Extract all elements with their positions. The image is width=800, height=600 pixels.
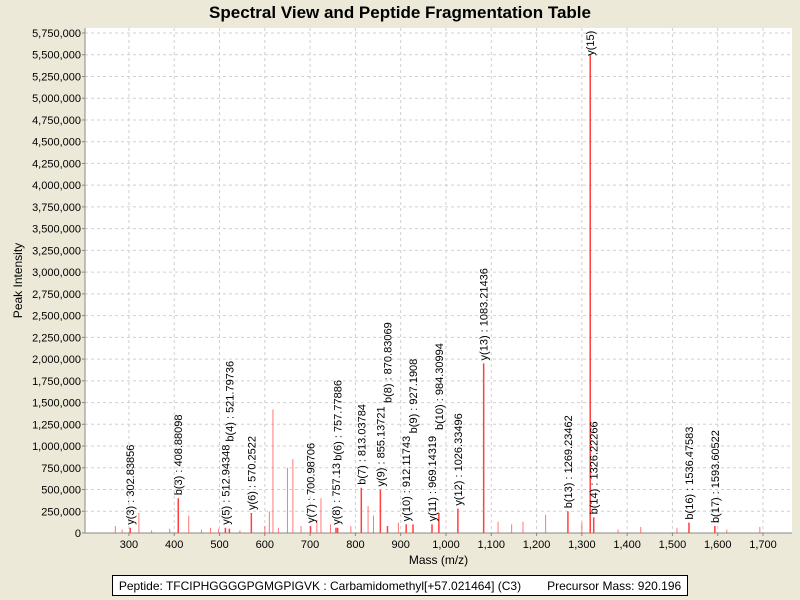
x-tick-label: 1,300 [568, 539, 596, 551]
y-tick-label: 5,500,000 [32, 50, 81, 62]
peak-annotation: b(13) : 1269.23462 [563, 415, 575, 508]
peak-annotation: y(8) : 757.13 [331, 463, 343, 525]
y-axis-label: Peak Intensity [11, 243, 25, 318]
y-tick-label: 500,000 [41, 485, 81, 497]
y-tick-label: 5,000,000 [32, 93, 81, 105]
y-tick-label: 250,000 [41, 506, 81, 518]
peak-annotation: y(15) [585, 31, 597, 56]
peak-annotation: y(12) : 1026.33496 [453, 413, 465, 505]
y-tick-label: 5,750,000 [32, 28, 81, 40]
peak-annotation: y(3) : 302.83856 [125, 445, 137, 525]
x-tick-label: 1,600 [704, 539, 732, 551]
y-tick-label: 5,250,000 [32, 71, 81, 83]
y-tick-label: 2,750,000 [32, 289, 81, 301]
info-bar: Peptide: TFCIPHGGGGPGMGPIGVK : Carbamido… [112, 575, 688, 596]
x-tick-label: 1,500 [659, 539, 687, 551]
peak-annotation: y(9) : 855.13721 [375, 406, 387, 486]
peak-annotation: y(11) : 969.14319 [427, 436, 439, 521]
y-tick-label: 4,250,000 [32, 158, 81, 170]
x-tick-label: 1,000 [432, 539, 460, 551]
x-tick-label: 700 [301, 539, 319, 551]
x-tick-label: 400 [165, 539, 183, 551]
y-tick-label: 1,000,000 [32, 441, 81, 453]
x-tick-label: 500 [210, 539, 228, 551]
peak-annotation: y(7) : 700.98706 [306, 443, 318, 523]
x-tick-label: 1,400 [613, 539, 641, 551]
peak-annotation: b(7) : 813.03784 [356, 404, 368, 485]
x-tick-label: 900 [392, 539, 410, 551]
chart-title: Spectral View and Peptide Fragmentation … [209, 3, 591, 22]
y-tick-label: 1,500,000 [32, 398, 81, 410]
peak-annotation: y(6) : 570.2522 [246, 436, 258, 510]
peak-annotation: b(9) : 927.1908 [408, 359, 420, 434]
peak-annotation: b(14) : 1326.22266 [589, 421, 601, 514]
y-tick-label: 3,250,000 [32, 245, 81, 257]
peak-annotation: y(10) : 912.11743 [401, 436, 413, 521]
y-tick-label: 3,000,000 [32, 267, 81, 279]
y-tick-label: 2,250,000 [32, 332, 81, 344]
y-tick-label: 4,500,000 [32, 137, 81, 149]
y-tick-label: 750,000 [41, 463, 81, 475]
peak-annotation: b(10) : 984.30994 [434, 343, 446, 430]
y-tick-label: 4,000,000 [32, 180, 81, 192]
x-tick-label: 300 [120, 539, 138, 551]
y-tick-label: 2,000,000 [32, 354, 81, 366]
peak-annotation: y(5) : 512.94348 [220, 445, 232, 525]
peptide-label: Peptide: TFCIPHGGGGPGMGPIGVK : Carbamido… [118, 578, 522, 593]
x-tick-label: 1,100 [477, 539, 505, 551]
peak-annotation: y(13) : 1083.21436 [479, 268, 491, 360]
peak-annotation: b(6) : 757.77886 [333, 380, 345, 461]
y-tick-label: 4,750,000 [32, 115, 81, 127]
peak-annotation: b(16) : 1536.47583 [684, 427, 696, 520]
y-tick-label: 2,500,000 [32, 311, 81, 323]
y-tick-label: 0 [75, 528, 81, 540]
y-tick-label: 1,250,000 [32, 419, 81, 431]
plot-area [85, 28, 792, 533]
y-tick-label: 3,750,000 [32, 202, 81, 214]
x-tick-label: 1,700 [749, 539, 777, 551]
precursor-label: Precursor Mass: 920.196 [547, 578, 682, 593]
y-tick-label: 1,750,000 [32, 376, 81, 388]
peak-annotation: b(8) : 870.83069 [382, 322, 394, 403]
x-axis-label: Mass (m/z) [409, 553, 468, 567]
y-tick-label: 3,500,000 [32, 224, 81, 236]
x-tick-label: 600 [256, 539, 274, 551]
peak-annotation: b(17) : 1593.60522 [710, 430, 722, 523]
peak-annotation: b(3) : 408.88098 [173, 414, 185, 495]
x-tick-label: 1,200 [523, 539, 551, 551]
peak-annotation: b(4) : 521.79736 [224, 361, 236, 442]
x-tick-label: 800 [346, 539, 364, 551]
